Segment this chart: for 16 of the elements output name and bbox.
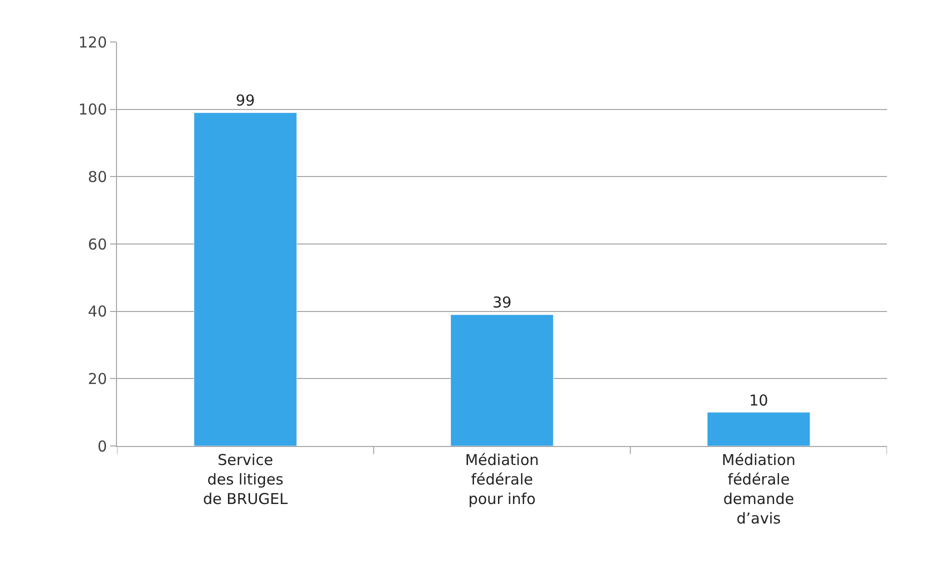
y-tick-label: 120 — [78, 33, 107, 52]
data-label: 39 — [492, 294, 512, 312]
x-tick-label: Médiation fédérale pour info — [465, 451, 539, 508]
y-tick-label: 20 — [88, 370, 107, 388]
data-label: 10 — [749, 391, 768, 410]
y-tick-label: 0 — [97, 437, 107, 456]
bar — [707, 412, 810, 446]
bar — [450, 314, 554, 446]
y-tick-label: 80 — [88, 168, 107, 186]
x-tick-label: Médiation fédérale demande d’avis — [722, 451, 796, 528]
bar — [194, 112, 297, 446]
y-tick-label: 60 — [88, 235, 107, 254]
x-tick-label: Service des litiges de BRUGEL — [202, 451, 288, 508]
y-tick-label: 100 — [78, 100, 107, 119]
data-label: 99 — [236, 92, 255, 110]
y-tick-label: 40 — [88, 302, 107, 321]
